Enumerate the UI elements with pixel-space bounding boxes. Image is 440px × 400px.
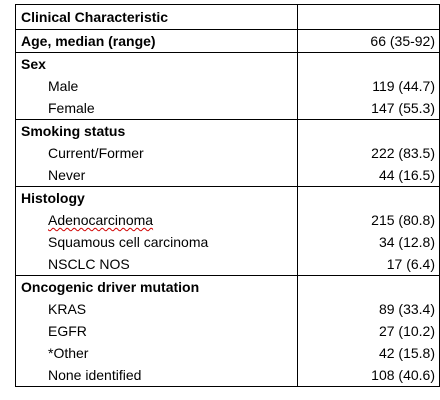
- row-label: None identified: [15, 364, 299, 387]
- row-value: 119 (44.7): [372, 78, 435, 94]
- section-header: Oncogenic driver mutation: [15, 275, 299, 298]
- table-row: Squamous cell carcinoma 34 (12.8): [15, 231, 440, 253]
- row-value: 215 (80.8): [371, 212, 435, 228]
- table-row: Adenocarcinoma 215 (80.8): [15, 209, 440, 231]
- row-label: Female: [15, 97, 299, 120]
- row-value: 147 (55.3): [297, 97, 440, 120]
- section-header-value-cell: [298, 276, 440, 299]
- row-value: 42 (15.8): [378, 345, 435, 361]
- column-header-value: [297, 4, 440, 30]
- section-header-row-oncogenic: Oncogenic driver mutation: [15, 275, 440, 299]
- table-header-row: Clinical Characteristic: [15, 4, 440, 30]
- section-header: Sex: [15, 52, 299, 75]
- row-label: Male: [15, 75, 299, 97]
- row-label: KRAS: [15, 298, 299, 320]
- age-label: Age, median (range): [15, 29, 299, 53]
- age-value: 66 (35-92): [297, 29, 440, 53]
- row-label: Current/Former: [15, 142, 299, 164]
- row-value: 44 (16.5): [297, 164, 440, 187]
- section-header-row-histology: Histology: [15, 186, 440, 210]
- row-value: 108 (40.6): [297, 364, 440, 387]
- table-row: EGFR 27 (10.2): [15, 320, 440, 342]
- row-label: NSCLC NOS: [15, 253, 299, 276]
- row-label: *Other: [15, 342, 299, 364]
- table-row: NSCLC NOS 17 (6.4): [15, 253, 440, 276]
- row-value: 222 (83.5): [371, 145, 435, 161]
- row-label: Never: [15, 164, 299, 187]
- section-header: Smoking status: [15, 119, 299, 142]
- table-row: *Other 42 (15.8): [15, 342, 440, 364]
- clinical-characteristics-table: Clinical Characteristic Age, median (ran…: [15, 4, 440, 387]
- row-value: 34 (12.8): [378, 234, 435, 250]
- table-row: None identified 108 (40.6): [15, 364, 440, 387]
- row-value: 89 (33.4): [378, 301, 435, 317]
- row-value: 17 (6.4): [297, 253, 440, 276]
- table-row: Male 119 (44.7): [15, 75, 440, 97]
- row-label: EGFR: [15, 320, 299, 342]
- section-header-row-smoking: Smoking status: [15, 119, 440, 143]
- section-header-value-cell: [298, 187, 440, 210]
- row-value: 27 (10.2): [378, 323, 435, 339]
- table-row: Current/Former 222 (83.5): [15, 142, 440, 164]
- table-row: Never 44 (16.5): [15, 164, 440, 187]
- section-header-row-sex: Sex: [15, 52, 440, 76]
- row-label: Adenocarcinoma: [15, 209, 299, 231]
- column-header-characteristic: Clinical Characteristic: [15, 4, 299, 30]
- table-row: KRAS 89 (33.4): [15, 298, 440, 320]
- age-row: Age, median (range) 66 (35-92): [15, 29, 440, 53]
- spellcheck-underlined-text: Adenocarcinoma: [48, 212, 154, 228]
- section-header-value-cell: [298, 53, 440, 76]
- section-header: Histology: [15, 186, 299, 209]
- table-row: Female 147 (55.3): [15, 97, 440, 120]
- section-header-value-cell: [298, 120, 440, 143]
- row-label: Squamous cell carcinoma: [15, 231, 299, 253]
